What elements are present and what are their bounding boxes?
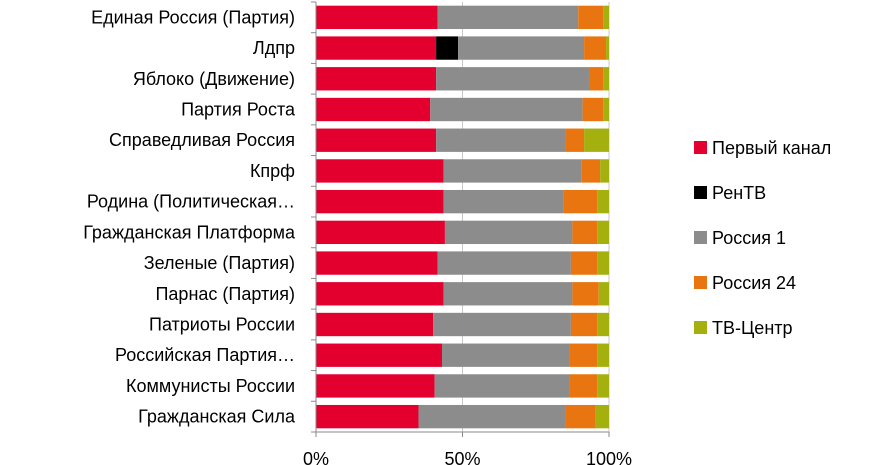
- bar-segment: [316, 36, 437, 60]
- bar-segment: [444, 220, 573, 245]
- category-label: Кпрф: [250, 161, 295, 181]
- legend-swatch: [694, 276, 707, 289]
- bar-segment: [563, 189, 598, 214]
- bar-segment: [565, 404, 596, 429]
- bar-segment: [570, 251, 598, 275]
- category-label: Единая Россия (Партия): [91, 7, 295, 27]
- bar-segment: [595, 404, 609, 429]
- bar-segment: [565, 128, 585, 152]
- bar-segment: [578, 5, 604, 30]
- bar-segment: [600, 159, 609, 183]
- bar-segment: [436, 67, 590, 91]
- bar-segment: [433, 312, 571, 337]
- bar-segment: [316, 282, 444, 306]
- x-tick-labels: 0% 50% 100%: [303, 449, 632, 465]
- category-label: Гражданская Сила: [138, 407, 296, 427]
- bar-segment: [569, 343, 598, 367]
- bar-segment: [436, 36, 459, 60]
- category-labels: Единая Россия (Партия) Лдпр Яблоко (Движен…: [83, 7, 296, 426]
- bar-segment: [572, 282, 599, 306]
- bar-segment: [430, 97, 583, 122]
- x-tick-label: 0%: [303, 449, 329, 465]
- axes: [311, 1, 610, 437]
- bar-segment: [597, 343, 609, 367]
- bar-segment: [316, 343, 442, 367]
- legend-label: ТВ-Центр: [712, 318, 793, 338]
- legend-swatch: [694, 186, 707, 199]
- bar-segment: [569, 374, 598, 398]
- bar-segment: [434, 374, 570, 398]
- bar-segment: [316, 404, 419, 429]
- category-label: Родина (Политическая…: [87, 192, 295, 212]
- legend-swatch: [694, 321, 707, 334]
- bar-segment: [316, 5, 438, 30]
- bar-segment: [597, 251, 609, 275]
- bar-segment: [316, 312, 434, 337]
- x-tick-label: 50%: [444, 449, 480, 465]
- bar-segment: [316, 251, 438, 275]
- bar-segment: [437, 5, 579, 30]
- bar-segment: [437, 251, 571, 275]
- legend-label: РенТВ: [712, 183, 766, 203]
- bar-segment: [584, 128, 609, 152]
- bar-segment: [436, 128, 566, 152]
- bar-segment: [316, 189, 444, 214]
- bar-segment: [584, 36, 607, 60]
- bar-segment: [316, 128, 437, 152]
- bar-segment: [572, 220, 598, 245]
- bar-segment: [603, 5, 609, 30]
- category-label: Яблоко (Движение): [133, 69, 295, 89]
- category-label: Патриоты России: [149, 315, 295, 335]
- bar-segment: [597, 189, 609, 214]
- legend-label: Первый канал: [712, 138, 831, 158]
- category-label: Зеленые (Партия): [144, 253, 295, 273]
- bar-segment: [443, 189, 564, 214]
- bar-segment: [582, 97, 604, 122]
- bars: [316, 5, 609, 429]
- bar-segment: [443, 159, 582, 183]
- bar-segment: [443, 282, 573, 306]
- category-label: Парнас (Партия): [155, 284, 295, 304]
- category-label: Лдпр: [253, 38, 295, 58]
- legend-swatch: [694, 141, 707, 154]
- category-label: Российская Партия…: [115, 345, 295, 365]
- bar-segment: [581, 159, 601, 183]
- category-label: Гражданская Платформа: [83, 222, 296, 242]
- bar-segment: [316, 374, 435, 398]
- bar-segment: [603, 67, 609, 91]
- bar-segment: [606, 36, 609, 60]
- bar-segment: [598, 282, 609, 306]
- bar-segment: [589, 67, 604, 91]
- legend: Первый канал РенТВ Россия 1 Россия 24 ТВ-Цен…: [694, 138, 831, 338]
- category-label: Коммунисты России: [126, 376, 295, 396]
- bar-segment: [597, 374, 609, 398]
- gridlines: [462, 2, 610, 432]
- legend-swatch: [694, 231, 707, 244]
- bar-segment: [570, 312, 598, 337]
- x-tick-label: 100%: [586, 449, 632, 465]
- bar-segment: [316, 67, 437, 91]
- legend-label: Россия 24: [712, 273, 796, 293]
- category-label: Справедливая Россия: [109, 130, 295, 150]
- bar-segment: [418, 404, 566, 429]
- bar-segment: [316, 97, 431, 122]
- bar-segment: [441, 343, 570, 367]
- category-label: Партия Роста: [181, 100, 296, 120]
- legend-label: Россия 1: [712, 228, 786, 248]
- bar-segment: [316, 159, 444, 183]
- bar-segment: [597, 220, 609, 245]
- bar-segment: [603, 97, 609, 122]
- bar-segment: [597, 312, 609, 337]
- bar-segment: [458, 36, 585, 60]
- bar-segment: [316, 220, 445, 245]
